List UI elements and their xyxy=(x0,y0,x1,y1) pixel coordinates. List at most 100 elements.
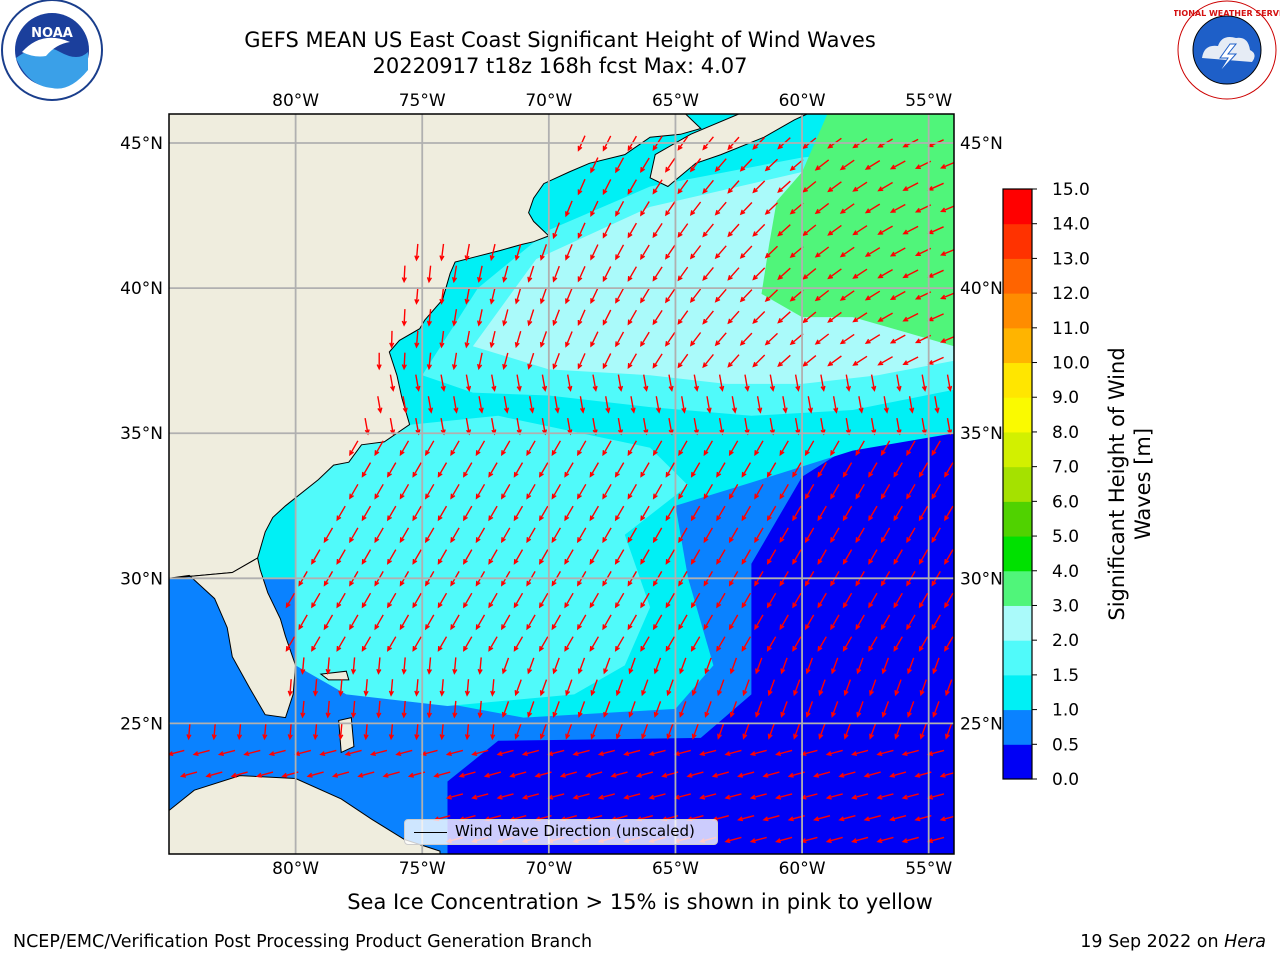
wave-direction-arrow xyxy=(539,331,548,348)
wave-direction-arrow xyxy=(539,549,549,565)
wave-direction-arrow xyxy=(382,771,400,778)
wave-direction-arrow xyxy=(349,483,359,500)
wave-direction-arrow xyxy=(514,287,522,305)
wave-direction-arrow xyxy=(702,266,714,282)
wave-direction-arrow xyxy=(319,749,337,756)
wave-direction-arrow xyxy=(792,505,802,522)
wave-direction-arrow xyxy=(602,440,612,457)
wave-direction-arrow xyxy=(478,396,484,414)
wave-direction-arrow xyxy=(792,636,802,652)
wave-direction-arrow xyxy=(665,636,676,652)
footer-credit: NCEP/EMC/Verification Post Processing Pr… xyxy=(13,932,593,952)
wave-direction-arrow xyxy=(488,636,498,652)
colorbar-segment xyxy=(1003,570,1032,606)
colorbar-segment xyxy=(1003,709,1032,745)
wave-direction-arrow xyxy=(614,462,625,478)
wave-direction-arrow xyxy=(876,793,894,800)
wave-direction-arrow xyxy=(439,679,445,697)
wave-direction-arrow xyxy=(789,202,804,215)
wave-direction-arrow xyxy=(287,722,293,741)
lon-tick-label-bottom: 65°W xyxy=(652,859,699,879)
wave-direction-arrow xyxy=(907,657,915,675)
wave-direction-arrow xyxy=(767,722,776,740)
lat-tick-label-left: 35°N xyxy=(120,424,163,444)
wave-direction-arrow xyxy=(552,265,560,283)
wave-direction-arrow xyxy=(789,246,804,259)
wave-direction-arrow xyxy=(814,159,830,171)
colorbar-tick-label: 1.5 xyxy=(1052,666,1079,686)
wave-direction-arrow xyxy=(399,527,410,544)
wave-direction-arrow xyxy=(564,549,574,565)
wave-direction-arrow xyxy=(395,749,413,756)
wave-direction-arrow xyxy=(802,180,817,193)
wave-direction-arrow xyxy=(851,793,869,800)
wave-direction-arrow xyxy=(742,679,750,697)
wave-direction-arrow xyxy=(814,289,830,302)
wave-direction-arrow xyxy=(728,483,739,500)
wave-direction-arrow xyxy=(577,440,587,457)
wave-direction-arrow xyxy=(852,268,868,279)
wave-direction-arrow xyxy=(863,771,881,778)
wave-direction-arrow xyxy=(527,352,535,370)
wave-direction-arrow xyxy=(704,701,712,718)
wave-direction-arrow xyxy=(868,505,878,522)
wave-direction-arrow xyxy=(729,701,738,718)
wave-direction-arrow xyxy=(665,592,676,609)
wave-direction-arrow xyxy=(589,462,600,478)
wave-direction-arrow xyxy=(514,331,522,349)
wave-direction-arrow xyxy=(577,222,586,239)
wave-direction-arrow xyxy=(739,245,753,259)
wave-direction-arrow xyxy=(477,309,483,327)
wave-direction-arrow xyxy=(361,505,372,522)
wave-direction-arrow xyxy=(361,592,372,609)
wave-direction-arrow xyxy=(635,771,653,778)
wave-direction-arrow xyxy=(870,374,877,392)
wave-direction-arrow xyxy=(805,701,814,718)
wave-direction-arrow xyxy=(464,287,470,305)
wave-direction-arrow xyxy=(851,749,869,756)
wave-direction-arrow xyxy=(262,722,268,741)
wave-direction-arrow xyxy=(426,352,432,371)
wave-direction-arrow xyxy=(702,353,714,369)
lon-tick-label-bottom: 60°W xyxy=(779,859,826,879)
wave-direction-arrow xyxy=(615,244,625,261)
wave-direction-arrow xyxy=(677,310,689,325)
wave-direction-arrow xyxy=(918,462,929,478)
wave-direction-arrow xyxy=(541,374,548,392)
wave-direction-arrow xyxy=(564,505,574,522)
wave-direction-arrow xyxy=(766,462,777,478)
wave-direction-arrow xyxy=(605,396,611,414)
wave-direction-arrow xyxy=(843,722,852,740)
wave-direction-arrow xyxy=(902,182,919,191)
colorbar-tick-label: 9.0 xyxy=(1052,388,1079,408)
colorbar-tick-label: 2.0 xyxy=(1052,631,1079,651)
wave-direction-arrow xyxy=(312,679,319,697)
wave-direction-arrow xyxy=(864,334,881,344)
wave-direction-arrow xyxy=(737,771,755,778)
wave-direction-arrow xyxy=(665,462,676,478)
wave-direction-arrow xyxy=(565,722,573,740)
colorbar-segment xyxy=(1003,431,1032,468)
wave-direction-arrow xyxy=(399,614,410,631)
wave-direction-arrow xyxy=(552,657,560,675)
wave-direction-arrow xyxy=(842,549,853,565)
wave-direction-arrow xyxy=(825,836,843,844)
wave-direction-arrow xyxy=(766,505,777,522)
wave-direction-arrow xyxy=(579,396,586,414)
wave-direction-arrow xyxy=(766,636,777,652)
wave-direction-arrow xyxy=(752,223,766,237)
wave-direction-arrow xyxy=(539,636,549,652)
wave-direction-arrow xyxy=(615,679,624,697)
wave-direction-arrow xyxy=(465,374,472,392)
colorbar-label-line2: Waves [m] xyxy=(1131,428,1155,540)
wave-direction-arrow xyxy=(585,771,603,778)
wave-direction-arrow xyxy=(439,330,445,349)
colorbar-tick-label: 0.5 xyxy=(1052,735,1079,755)
wave-direction-arrow xyxy=(652,527,663,544)
wave-direction-arrow xyxy=(211,722,217,741)
wave-direction-arrow xyxy=(464,243,470,262)
wave-direction-arrow xyxy=(475,440,486,457)
wave-direction-arrow xyxy=(440,374,446,392)
wave-direction-arrow xyxy=(855,440,865,457)
wave-direction-arrow xyxy=(665,201,676,217)
